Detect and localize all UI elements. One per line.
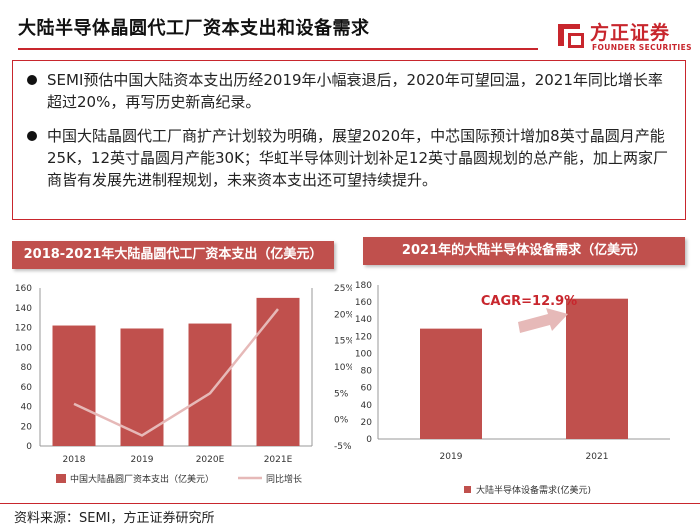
y-tick-label: 80 (21, 363, 33, 373)
x-tick-label: 2020E (196, 455, 225, 465)
y-tick-label: 0 (26, 442, 32, 452)
summary-bullet-text: SEMI预估中国大陆资本支出历经2019年小幅衰退后，2020年可望回温，202… (47, 71, 663, 111)
cagr-arrow (518, 308, 568, 333)
bullet-dot-icon (27, 131, 37, 141)
legend-swatch-demand (464, 486, 471, 493)
y-tick-label: 80 (361, 367, 373, 377)
y-tick-label: 120 (355, 332, 372, 342)
x-tick-label: 2021E (264, 455, 293, 465)
y2-tick-label: 10% (334, 363, 352, 373)
equipment-demand-bar (420, 328, 482, 439)
y-tick-label: 60 (21, 383, 33, 393)
x-tick-label: 2021 (586, 452, 609, 462)
y-tick-label: 160 (15, 284, 32, 294)
x-tick-label: 2018 (63, 455, 86, 465)
legend-label-demand: 大陆半导体设备需求(亿美元) (476, 484, 591, 496)
logo-chinese-text: 方正证券 (590, 22, 671, 44)
title-divider (18, 48, 538, 50)
y-tick-label: 20 (361, 418, 373, 428)
x-tick-label: 2019 (131, 455, 154, 465)
y-tick-label: 40 (361, 401, 373, 411)
x-tick-label: 2019 (440, 452, 463, 462)
y-tick-label: 140 (15, 304, 32, 314)
legend-label-capex: 中国大陆晶圆厂资本支出（亿美元） (70, 473, 214, 485)
y2-tick-label: 0% (334, 416, 349, 426)
capex-bar (188, 323, 232, 446)
y-tick-label: 40 (21, 403, 33, 413)
capex-chart: 0 20 40 60 80 100 120 140 160 -5% 0% 5% 10% 15% 20% 25%… (15, 284, 352, 485)
capex-bar (256, 297, 300, 446)
y-tick-label: 20 (21, 422, 33, 432)
summary-box: SEMI预估中国大陆资本支出历经2019年小幅衰退后，2020年可望回温，202… (12, 60, 686, 220)
page-title: 大陆半导体晶圆代工厂资本支出和设备需求 (18, 18, 370, 39)
equipment-chart-banner: 2021年的大陆半导体设备需求（亿美元） (363, 237, 685, 265)
summary-bullet: 中国大陆晶圆代工厂商扩产计划较为明确，展望2020年，中芯国际预计增加8英寸晶圆… (25, 125, 673, 191)
equipment-demand-chart: 0 20 40 60 80 100 120 140 160 180 2019 2021 CAGR=12.… (355, 281, 670, 496)
y-tick-label: 0 (366, 435, 372, 445)
y-tick-label: 180 (355, 281, 372, 291)
y-tick-label: 120 (15, 324, 32, 334)
y-tick-label: 60 (361, 384, 373, 394)
summary-bullet: SEMI预估中国大陆资本支出历经2019年小幅衰退后，2020年可望回温，202… (25, 69, 673, 113)
y2-tick-label: -5% (334, 442, 352, 452)
capex-chart-banner: 2018-2021年大陆晶圆代工厂资本支出（亿美元） (12, 241, 334, 269)
summary-bullet-text: 中国大陆晶圆代工厂商扩产计划较为明确，展望2020年，中芯国际预计增加8英寸晶圆… (47, 127, 669, 189)
bullet-dot-icon (27, 75, 37, 85)
source-divider (0, 503, 700, 504)
legend-label-growth: 同比增长 (266, 473, 302, 485)
equipment-demand-bar (566, 298, 628, 439)
founder-logo-icon (558, 24, 584, 48)
founder-securities-logo: 方正证券 FOUNDER SECURITIES (556, 18, 692, 58)
source-note: 资料来源：SEMI，方正证券研究所 (14, 511, 215, 526)
yoy-growth-line (73, 308, 279, 437)
capex-bar (52, 325, 96, 446)
y-tick-label: 160 (355, 298, 372, 308)
y-tick-label: 100 (355, 349, 372, 359)
y2-tick-label: 25% (334, 284, 352, 294)
y2-tick-label: 5% (334, 389, 349, 399)
legend-swatch-capex (56, 474, 66, 483)
logo-english-text: FOUNDER SECURITIES (592, 43, 692, 52)
y2-tick-label: 15% (334, 337, 352, 347)
y-tick-label: 100 (15, 343, 32, 353)
cagr-annotation: CAGR=12.9% (481, 294, 577, 309)
y-tick-label: 140 (355, 315, 372, 325)
y2-tick-label: 20% (334, 310, 352, 320)
